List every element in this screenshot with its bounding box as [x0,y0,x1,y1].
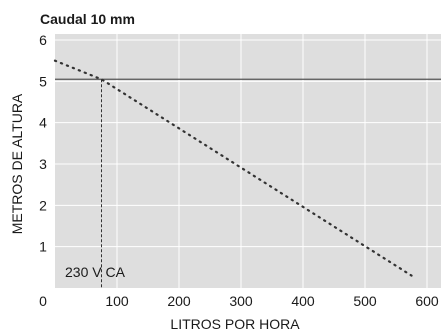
x-tick-label-600: 600 [415,293,439,309]
y-tick-label-5: 5 [39,73,47,89]
y-tick-label-3: 3 [39,156,47,172]
x-tick-label-500: 500 [353,293,377,309]
grid [55,34,441,288]
series-line-0 [53,59,413,277]
y-tick-label-1: 1 [39,239,47,255]
x-tick-label-100: 100 [105,293,129,309]
y-axis-label: METROS DE ALTURA [9,93,25,234]
chart-title: Caudal 10 mm [40,11,135,27]
y-tick-label-2: 2 [39,197,47,213]
x-tick-label-300: 300 [229,293,253,309]
x-tick-label-400: 400 [291,293,315,309]
plot-area [55,34,441,288]
x-tick-label-200: 200 [167,293,191,309]
series-layer [53,59,413,277]
reference-lines [55,78,441,288]
y-tick-label-4: 4 [39,115,47,131]
x-tick-label-0: 0 [39,293,47,309]
x-axis-label: LITROS POR HORA [170,316,300,332]
tick-labels: 0 100 200 300 400 500 600 1 2 3 4 5 6 [39,32,439,309]
voltage-annotation: 230 V CA [65,264,126,280]
y-tick-label-6: 6 [39,32,47,48]
